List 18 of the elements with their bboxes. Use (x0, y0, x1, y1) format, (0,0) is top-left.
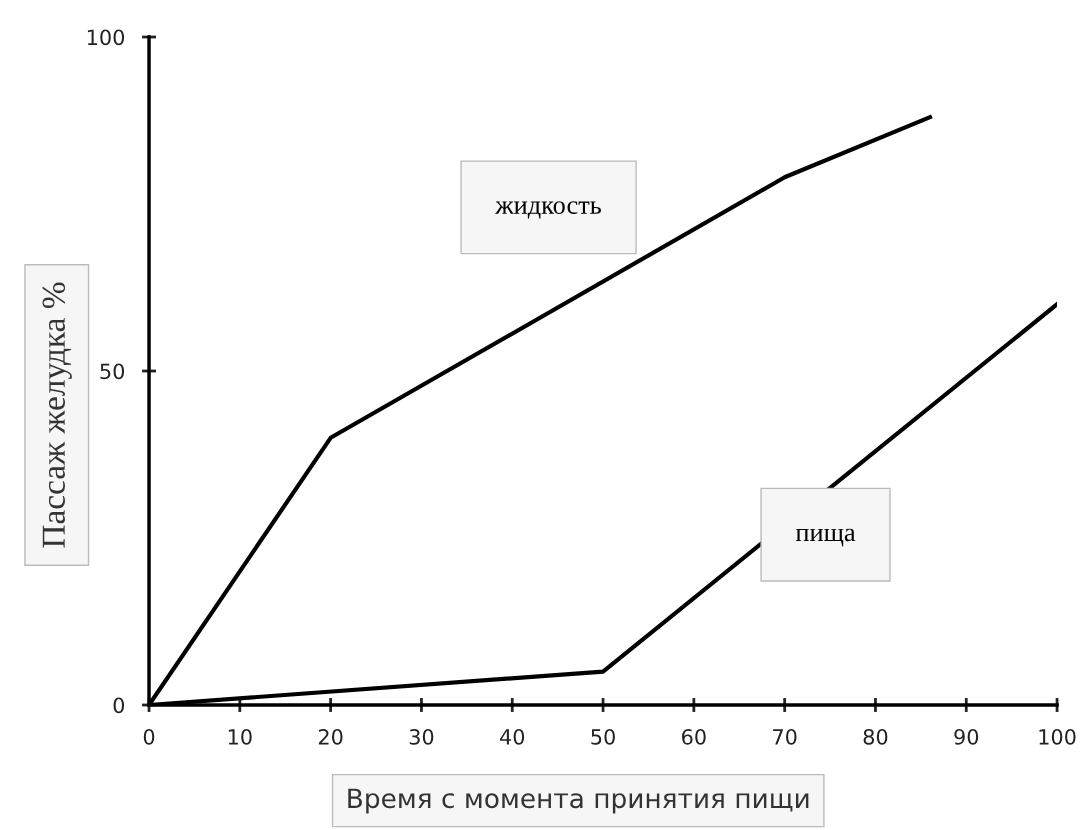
x-tick-label: 40 (500, 728, 525, 745)
x-tick-label: 60 (682, 728, 706, 745)
y-tick-label: 100 (87, 29, 125, 46)
x-tick-label: 10 (228, 728, 252, 745)
x-tick-label: 70 (773, 728, 797, 745)
x-tick-label: 30 (409, 728, 434, 745)
x-tick-label: 100 (1039, 728, 1076, 745)
series-label: пища (795, 528, 856, 547)
x-tick-label: 20 (318, 728, 343, 745)
x-tick-label: 50 (591, 728, 615, 745)
x-tick-label: 0 (143, 728, 155, 745)
y-tick-label: 0 (113, 697, 125, 714)
y-tick-label: 50 (100, 363, 125, 380)
text: жидкость (495, 201, 601, 219)
x-tick-label: 80 (863, 728, 888, 745)
y-axis-title: Пассаж желудка % (42, 282, 72, 548)
x-tick-label: 90 (954, 728, 979, 745)
x-axis-title: Время с момента принятия пищи (348, 788, 809, 814)
